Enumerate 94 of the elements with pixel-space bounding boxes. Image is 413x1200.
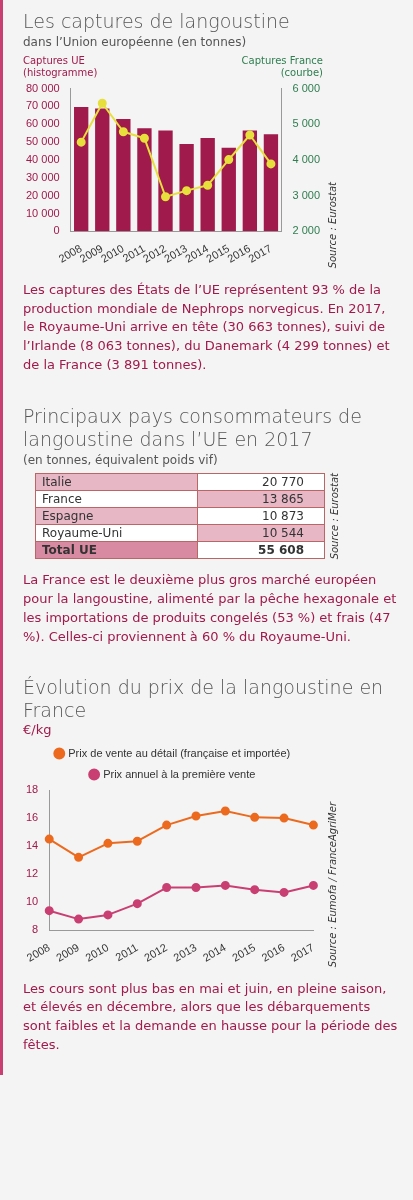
data-label: 10 873	[197, 507, 325, 525]
y-tick-label: 50 000	[25, 134, 60, 147]
y-tick-label: 12	[25, 866, 39, 879]
y2-tick-label: 2 000	[292, 224, 320, 237]
y-axis-title: Captures UE (histogramme)	[23, 54, 99, 79]
bar	[158, 130, 173, 232]
y2-tick-label: 6 000	[292, 81, 320, 94]
point	[161, 192, 171, 202]
bar	[95, 108, 110, 232]
point	[191, 882, 201, 892]
y-tick-label: 0	[53, 224, 60, 237]
point	[139, 133, 149, 143]
y-tick-label: 80 000	[25, 81, 60, 94]
point	[250, 884, 260, 894]
point	[97, 98, 107, 108]
category-label: Total UE	[35, 541, 198, 559]
point	[224, 154, 234, 164]
source-note: Source : Eumofa / FranceAgriMer	[327, 802, 338, 968]
y-tick-label: 8	[32, 922, 39, 935]
x-tick-label: 2014	[200, 940, 228, 964]
legend-label: Prix de vente au détail (française et importée)	[68, 746, 291, 759]
point	[44, 834, 54, 844]
point	[76, 137, 86, 147]
point	[132, 898, 142, 908]
chart-title: Évolution du prix de la langoustine en France	[23, 676, 385, 722]
y2-axis-title: Captures France (courbe)	[240, 54, 323, 79]
y-tick-label: 30 000	[25, 170, 60, 183]
y-tick-label: 60 000	[25, 117, 60, 130]
y2-tick-label: 4 000	[292, 152, 320, 165]
y-tick-label: 70 000	[25, 99, 60, 112]
bar	[242, 130, 258, 232]
bar	[221, 147, 236, 232]
data-label: 20 770	[197, 473, 325, 491]
chart-title: Les captures de langoustine	[23, 10, 291, 33]
point	[220, 806, 230, 816]
x-tick-label: 2009	[53, 940, 82, 964]
point	[245, 130, 255, 140]
point	[118, 127, 128, 137]
data-label: 13 865	[197, 490, 325, 508]
source-note: Source : Eurostat	[329, 472, 340, 559]
source-note: Source : Eurostat	[327, 182, 338, 269]
point	[279, 887, 289, 897]
bar	[116, 118, 131, 232]
bar	[179, 143, 194, 232]
point	[103, 838, 113, 848]
text: Les cours sont plus bas en mai et juin, en pleine saison, et élevés en décembre, alors que les débarquements sont faibles et la demande en hausse pour la période des fêtes.	[23, 979, 399, 1055]
point	[162, 820, 172, 830]
y-axis-title: €/kg	[23, 721, 53, 738]
y-tick-label: 10	[25, 894, 39, 907]
y-tick-label: 14	[25, 838, 39, 851]
x-tick-label: 2016	[259, 940, 287, 964]
y-tick-label: 20 000	[25, 188, 60, 201]
chart-subtitle: dans l’Union européenne (en tonnes)	[23, 34, 248, 49]
x-tick-label: 2008	[24, 940, 52, 964]
y2-tick-label: 5 000	[292, 117, 320, 130]
point	[279, 813, 289, 823]
x-tick-label: 2011	[113, 940, 140, 963]
point	[220, 880, 230, 890]
text: (en tonnes, équivalent poids vif)	[23, 452, 219, 467]
point	[182, 185, 192, 195]
point	[162, 882, 172, 892]
category-label: France	[35, 490, 198, 508]
x-tick-label: 2012	[141, 940, 170, 964]
bar	[74, 106, 89, 232]
bar	[263, 134, 279, 232]
point	[191, 810, 201, 820]
point	[250, 812, 260, 822]
data-label: 10 544	[197, 524, 325, 542]
y-tick-label: 18	[25, 782, 39, 795]
y2-tick-label: 3 000	[292, 188, 320, 201]
bar	[137, 128, 152, 232]
legend-label: Prix annuel à la première vente	[103, 767, 256, 780]
x-tick-label: 2010	[83, 940, 111, 964]
point	[103, 909, 113, 919]
x-tick-label: 2013	[171, 940, 199, 964]
point	[74, 852, 84, 862]
point	[44, 905, 54, 915]
data-label: 55 608	[197, 541, 325, 559]
text: Les captures des États de l’UE représentent 93 % de la production mondiale de Nephrops norvegicus. En 2017, le Royaume-Uni arrive en tête (30 663 tonnes), suivi de l’Irlande (8 063 tonnes), du Danemark (4 299 tonnes) et de la France (3 891 tonnes).	[23, 280, 391, 375]
bar	[200, 137, 215, 232]
point	[203, 180, 213, 190]
point	[308, 820, 318, 830]
text: Principaux pays consommateurs de langoustine dans l’UE en 2017	[23, 405, 363, 451]
category-label: Italie	[35, 473, 198, 491]
point	[74, 914, 84, 924]
y-tick-label: 40 000	[25, 152, 60, 165]
point	[266, 159, 276, 169]
point	[132, 836, 142, 846]
point	[308, 880, 318, 890]
text: La France est le deuxième plus gros marché européen pour la langoustine, alimenté par la pêche hexagonale et les importations de produits congelés (53 %) et frais (47 %). Celles-ci proviennent à 60 % du Royaume-Uni.	[23, 570, 398, 646]
y-tick-label: 16	[25, 810, 39, 823]
category-label: Espagne	[35, 507, 198, 525]
y-tick-label: 10 000	[25, 206, 60, 219]
category-label: Royaume-Uni	[35, 524, 198, 542]
